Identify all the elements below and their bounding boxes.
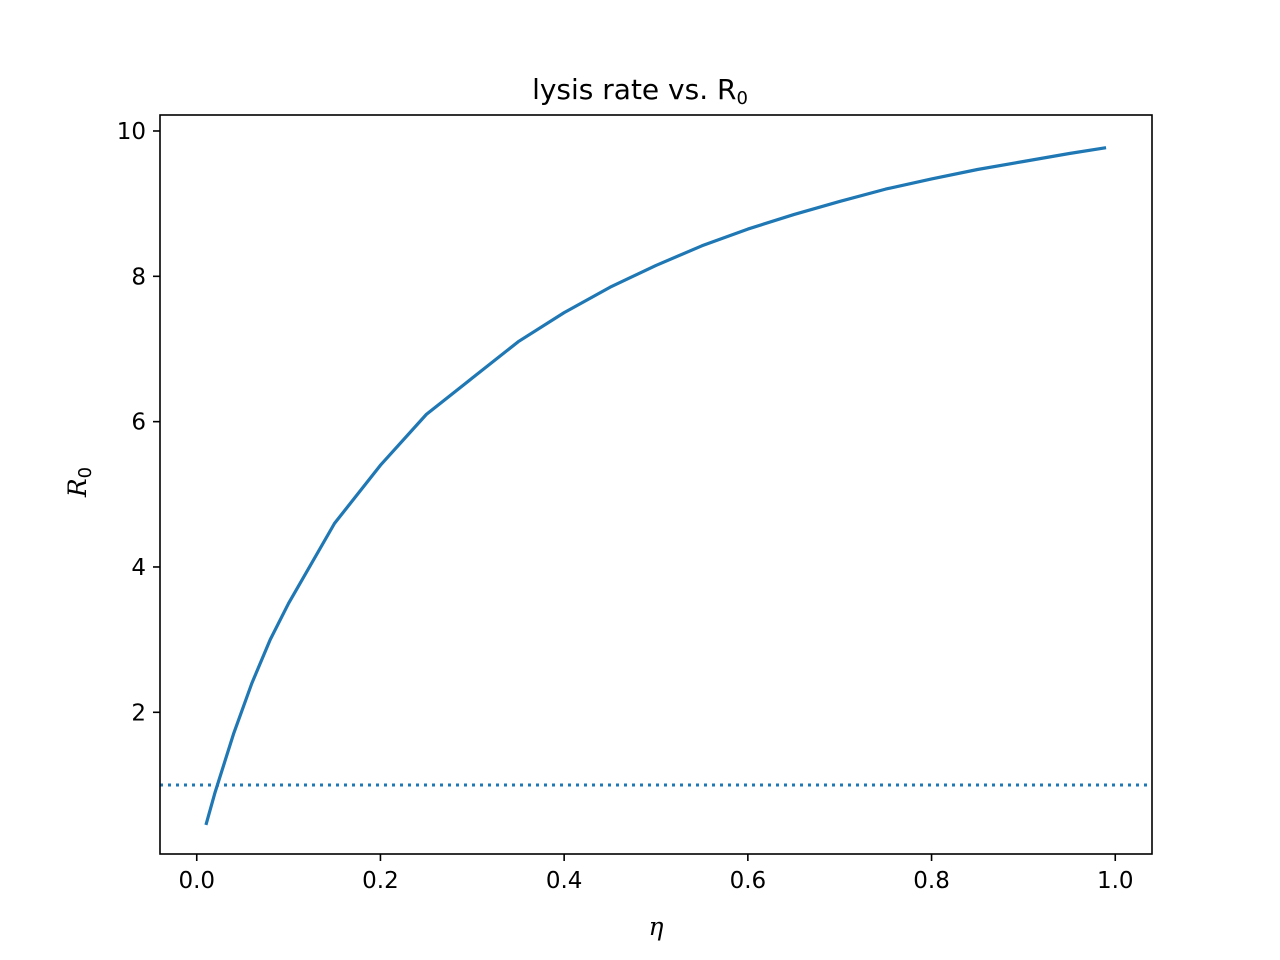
x-tick-label-4: 0.8 [913, 868, 950, 894]
chart-title-subscript: 0 [736, 88, 747, 109]
series-line-0 [204, 146, 1107, 826]
x-tick-label-5: 1.0 [1097, 868, 1134, 894]
x-axis-label: η [649, 912, 664, 941]
y-axis-label-text: R [63, 478, 92, 498]
y-axis-label: R0 [63, 467, 96, 498]
axes-frame [159, 114, 1153, 855]
y-tick-label-0: 2 [131, 700, 146, 726]
y-axis-label-subscript: 0 [75, 467, 96, 478]
y-tick-label-2: 6 [131, 410, 146, 436]
x-tick-label-1: 0.2 [362, 868, 399, 894]
plot-area: 0.0 0.2 0.4 0.6 0.8 1.0 2 4 6 8 10 [117, 114, 1153, 894]
x-tick-label-2: 0.4 [546, 868, 583, 894]
y-tick-label-3: 8 [131, 264, 146, 290]
y-tick-label-1: 4 [131, 555, 146, 581]
x-tick-label-3: 0.6 [730, 868, 767, 894]
y-tick-label-4: 10 [117, 119, 146, 145]
chart-title: lysis rate vs. R0 [532, 73, 748, 109]
x-tick-label-0: 0.0 [178, 868, 215, 894]
chart-title-text: lysis rate vs. R [532, 73, 736, 106]
